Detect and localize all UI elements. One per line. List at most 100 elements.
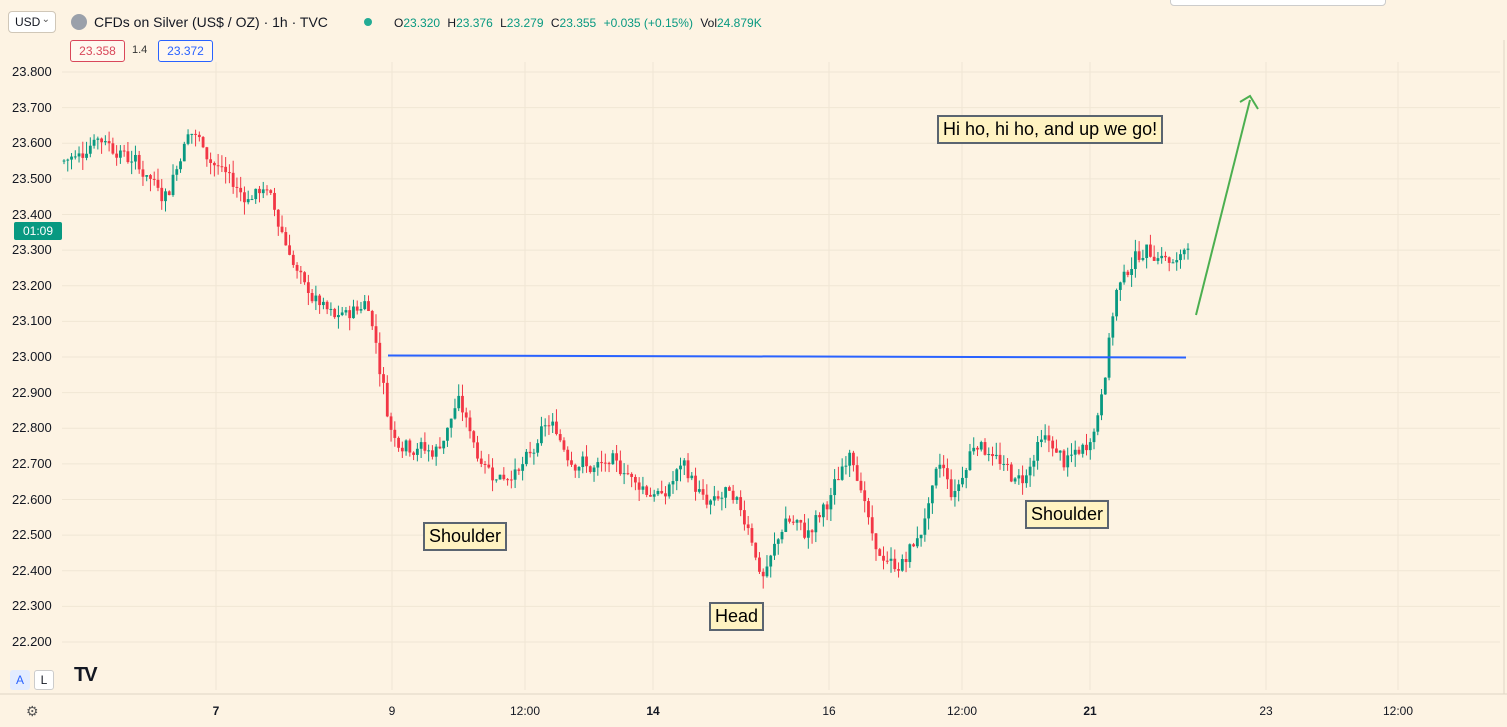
candle-body: [1009, 464, 1013, 482]
candle-body: [164, 191, 167, 202]
candle-body: [303, 272, 306, 283]
candle-body: [201, 137, 205, 148]
candle-body: [566, 449, 570, 461]
currency-select[interactable]: USD ⌄: [8, 11, 56, 33]
candle-body: [1141, 258, 1145, 260]
candle-body: [709, 500, 712, 505]
candle-body: [603, 462, 607, 464]
candle-body: [152, 178, 156, 180]
close-label: C: [550, 16, 560, 30]
candle-body: [934, 468, 938, 486]
candle-body: [321, 301, 325, 306]
candle-body: [592, 467, 596, 473]
candle-body: [558, 434, 562, 441]
candle-body: [1179, 254, 1182, 261]
annotation-target[interactable]: Hi ho, hi ho, and up we go!: [937, 115, 1164, 144]
candle-body: [457, 395, 461, 409]
candle-body: [976, 447, 979, 450]
candle-body: [784, 518, 788, 532]
candle-body: [961, 477, 964, 485]
candle-body: [318, 295, 322, 306]
auto-scale-button[interactable]: A: [10, 670, 30, 690]
candle-body: [810, 530, 814, 533]
candle-body: [62, 160, 66, 162]
symbol-icon: [71, 14, 87, 30]
annotation-right-shoulder[interactable]: Shoulder: [1025, 500, 1110, 529]
candle-body: [1145, 244, 1149, 259]
candle-body: [776, 539, 780, 544]
candle-body: [1081, 444, 1085, 454]
log-scale-button[interactable]: L: [34, 670, 54, 690]
candle-body: [258, 188, 261, 194]
candle-body: [442, 440, 446, 449]
candle-body: [412, 452, 416, 455]
candle-body: [306, 282, 310, 294]
chevron-down-icon: ⌄: [41, 14, 50, 25]
candle-body: [1036, 442, 1040, 461]
candle-body: [509, 479, 513, 481]
candle-body: [92, 139, 96, 146]
currency-label: USD: [15, 15, 41, 29]
candle-body: [649, 494, 652, 497]
candle-body: [671, 481, 675, 485]
y-tick-label: 23.600: [12, 135, 52, 151]
candle-body: [675, 469, 679, 482]
candle-body: [141, 169, 145, 177]
candle-body: [524, 451, 528, 465]
candle-body: [814, 515, 818, 533]
candle-body: [1137, 251, 1141, 260]
spread-value: 1.4: [132, 44, 148, 56]
candle-body: [487, 464, 491, 468]
candle-body: [261, 189, 265, 194]
candle-body: [588, 466, 592, 473]
candle-body: [1077, 449, 1081, 454]
candle-body: [276, 209, 280, 227]
candle-body: [1133, 251, 1137, 270]
candle-body: [85, 153, 88, 158]
candle-body: [186, 134, 190, 144]
candle-body: [1149, 244, 1152, 257]
candle-body: [863, 490, 867, 502]
candle-body: [758, 557, 761, 572]
candle-body: [915, 538, 919, 547]
candle-body: [299, 270, 303, 273]
candle-body: [1032, 460, 1036, 467]
candle-body: [156, 179, 160, 188]
candle-body: [735, 497, 739, 500]
candle-body: [750, 528, 754, 543]
candle-body: [438, 446, 442, 449]
y-tick-label: 22.400: [12, 562, 52, 578]
settings-gear-icon[interactable]: ⚙: [26, 703, 39, 719]
symbol-title[interactable]: CFDs on Silver (US$ / OZ) · 1h · TVC: [94, 14, 328, 30]
candle-body: [987, 454, 991, 456]
candle-body: [626, 473, 630, 475]
buy-button[interactable]: 23.372: [158, 40, 213, 62]
candle-body: [972, 447, 976, 452]
candle-body: [1100, 394, 1103, 416]
candle-body: [946, 468, 949, 480]
candle-body: [314, 295, 318, 302]
candle-body: [679, 465, 682, 470]
candle-body: [393, 429, 397, 438]
annotation-left-shoulder[interactable]: Shoulder: [423, 522, 508, 551]
candle-body: [280, 226, 284, 233]
candle-body: [739, 497, 743, 511]
annotation-head[interactable]: Head: [709, 602, 765, 631]
candle-body: [543, 425, 547, 427]
candle-body: [769, 555, 773, 567]
candle-body: [446, 427, 449, 441]
candle-body: [1182, 249, 1186, 255]
candle-body: [209, 159, 213, 163]
candle-body: [468, 417, 472, 432]
y-tick-label: 23.800: [12, 64, 52, 79]
candle-body: [979, 442, 983, 450]
sell-button[interactable]: 23.358: [70, 40, 125, 62]
candle-body: [1017, 475, 1021, 479]
candle-body: [385, 382, 389, 417]
candle-body: [400, 447, 404, 452]
candle-body: [1039, 439, 1043, 443]
candle-body: [1130, 269, 1134, 275]
candle-body: [900, 558, 904, 571]
candle-body: [498, 474, 502, 480]
